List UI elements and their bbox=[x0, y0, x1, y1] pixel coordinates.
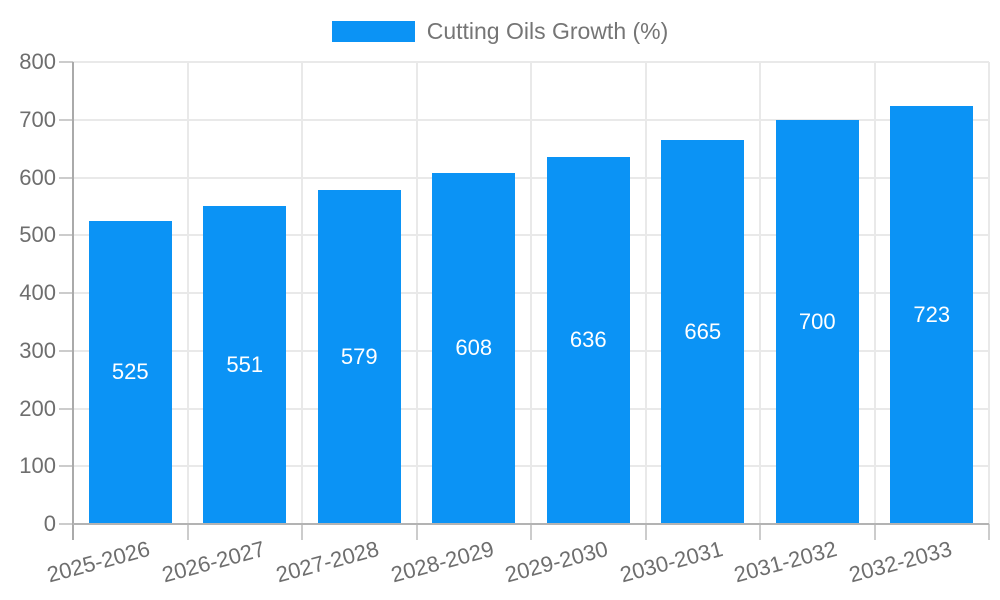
y-axis-tick-label: 0 bbox=[43, 511, 56, 536]
gridline-vertical bbox=[301, 62, 303, 524]
y-axis-tick bbox=[59, 407, 73, 410]
x-axis-line bbox=[73, 523, 989, 525]
x-axis-tick bbox=[415, 524, 418, 540]
gridline-vertical bbox=[644, 62, 647, 524]
bar[interactable] bbox=[432, 172, 516, 524]
y-axis-tick-label: 700 bbox=[19, 106, 56, 132]
y-axis-tick bbox=[59, 292, 73, 294]
y-axis-line bbox=[72, 62, 74, 540]
bar-value-label: 551 bbox=[226, 351, 264, 377]
x-axis-tick bbox=[988, 524, 990, 540]
y-axis-tick-label: 600 bbox=[19, 164, 56, 190]
bar[interactable] bbox=[88, 220, 172, 524]
y-axis-tick-label: 200 bbox=[19, 395, 56, 421]
y-axis-tick bbox=[59, 523, 73, 525]
bar[interactable] bbox=[661, 139, 745, 524]
y-axis-tick-label: 100 bbox=[19, 453, 56, 479]
bar[interactable] bbox=[546, 156, 630, 524]
y-axis-tick-label: 400 bbox=[19, 280, 56, 305]
gridline-vertical bbox=[530, 62, 532, 524]
y-axis-tick-label: 500 bbox=[19, 222, 56, 248]
y-axis-tick bbox=[59, 61, 73, 63]
gridline-vertical bbox=[759, 62, 761, 524]
bar-value-label: 723 bbox=[913, 302, 951, 328]
legend-color-swatch bbox=[331, 21, 415, 42]
x-axis-tick bbox=[530, 524, 532, 540]
bar[interactable] bbox=[890, 106, 974, 524]
y-axis-tick bbox=[59, 349, 73, 352]
legend[interactable]: Cutting Oils Growth (%) bbox=[0, 18, 1000, 45]
bar-value-label: 636 bbox=[569, 327, 607, 353]
legend-label: Cutting Oils Growth (%) bbox=[426, 18, 669, 44]
gridline-vertical bbox=[988, 62, 990, 524]
bar-value-label: 608 bbox=[455, 335, 493, 361]
bar[interactable] bbox=[775, 119, 859, 524]
gridline-vertical bbox=[415, 62, 418, 524]
gridline-vertical bbox=[873, 62, 876, 524]
bar-value-label: 665 bbox=[684, 318, 722, 344]
x-axis-tick bbox=[759, 524, 761, 540]
x-axis-tick bbox=[644, 524, 647, 540]
bar[interactable] bbox=[203, 205, 287, 524]
x-axis-tick bbox=[186, 524, 189, 540]
y-axis-tick bbox=[59, 176, 73, 179]
y-axis-tick bbox=[59, 234, 73, 237]
y-axis-tick-label: 800 bbox=[19, 49, 56, 74]
bar-value-label: 579 bbox=[340, 343, 378, 369]
x-axis-tick bbox=[301, 524, 303, 540]
y-axis-tick bbox=[59, 118, 73, 121]
y-axis-tick-label: 300 bbox=[19, 337, 56, 363]
y-axis-tick bbox=[59, 465, 73, 468]
bar[interactable] bbox=[317, 189, 401, 524]
bar-value-label: 525 bbox=[111, 359, 149, 385]
bar-value-label: 700 bbox=[798, 308, 836, 334]
gridline-vertical bbox=[186, 62, 189, 524]
x-axis-tick bbox=[873, 524, 876, 540]
